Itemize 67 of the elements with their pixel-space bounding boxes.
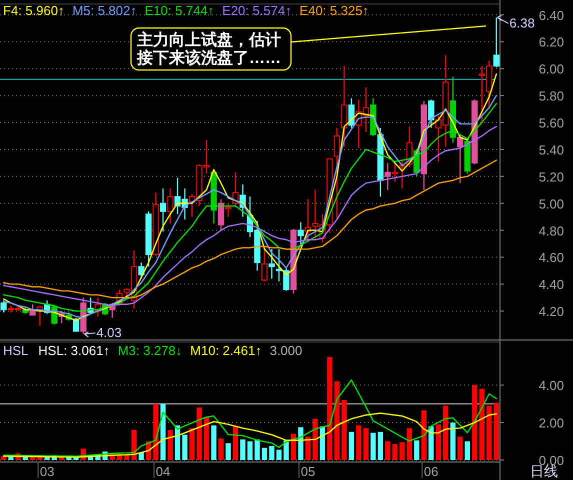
candlestick xyxy=(225,202,232,218)
bar xyxy=(284,440,289,460)
bar xyxy=(363,428,369,460)
candlestick xyxy=(30,304,36,316)
bar xyxy=(312,418,318,460)
title: HSL xyxy=(3,343,28,358)
annotation: 4.03 xyxy=(96,325,122,340)
bar xyxy=(378,432,384,460)
bar xyxy=(342,400,347,460)
bar xyxy=(240,439,246,460)
bar xyxy=(458,436,463,460)
candlestick xyxy=(457,134,464,184)
bar xyxy=(182,434,188,460)
bar xyxy=(443,406,448,460)
candlestick xyxy=(138,262,144,280)
bar xyxy=(450,422,456,460)
bar xyxy=(153,404,158,460)
bar xyxy=(305,436,311,460)
bar xyxy=(276,450,282,460)
line-series xyxy=(2,412,498,458)
candlestick xyxy=(72,317,80,332)
line-series xyxy=(2,379,498,457)
candlestick xyxy=(167,188,174,224)
bar xyxy=(494,402,499,460)
bar xyxy=(479,388,484,460)
annotation: HSL: 3.061↑ xyxy=(38,343,110,358)
bar xyxy=(385,441,390,460)
bar xyxy=(298,427,304,460)
annotation: 6.38 xyxy=(509,15,535,30)
candlestick xyxy=(0,300,7,314)
candlestick xyxy=(298,222,304,248)
bar xyxy=(472,385,478,460)
candlestick xyxy=(428,99,434,129)
bar xyxy=(406,428,412,460)
bar xyxy=(392,444,398,460)
candlestick xyxy=(268,248,275,280)
bar xyxy=(254,439,260,460)
bar xyxy=(428,426,434,460)
bar xyxy=(464,441,470,460)
bar xyxy=(211,425,216,460)
bar xyxy=(370,432,376,460)
bar xyxy=(247,441,253,460)
bar xyxy=(232,426,238,460)
bar xyxy=(204,416,210,460)
candlestick xyxy=(399,160,406,190)
candlestick xyxy=(384,162,391,190)
bar xyxy=(414,440,420,460)
bar xyxy=(400,442,405,460)
candlestick xyxy=(218,198,224,231)
bar xyxy=(356,425,362,460)
candlestick xyxy=(334,127,340,220)
candlestick xyxy=(341,65,348,148)
bar xyxy=(486,406,492,460)
bar xyxy=(138,452,144,460)
bar xyxy=(269,446,274,460)
candlestick xyxy=(261,247,268,282)
annotation: 主力向上试盘，估计接下来该洗盘了…… xyxy=(137,32,281,67)
bar xyxy=(262,448,268,460)
bar xyxy=(348,432,354,460)
bar xyxy=(436,424,442,460)
bar xyxy=(327,356,332,460)
bar xyxy=(226,443,231,460)
bar xyxy=(189,428,195,460)
bar xyxy=(196,408,202,460)
candlestick xyxy=(160,188,166,232)
bar xyxy=(168,430,173,460)
bar xyxy=(218,438,224,460)
